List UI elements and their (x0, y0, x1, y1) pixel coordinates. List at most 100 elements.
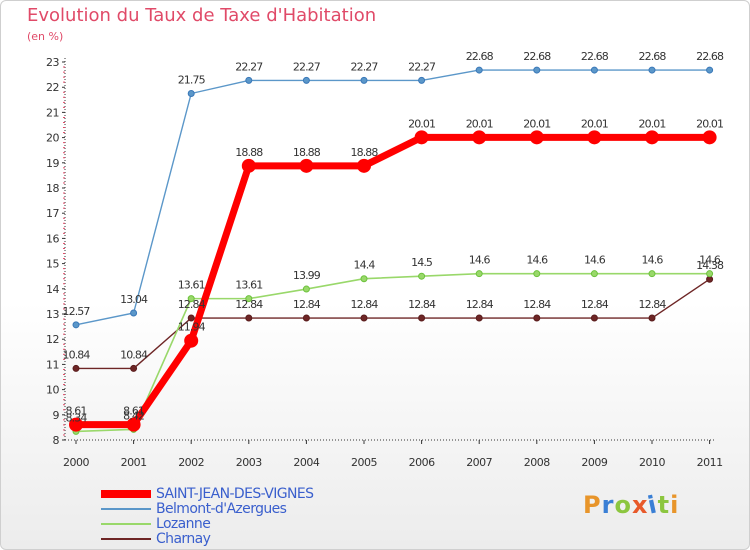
data-point (706, 270, 714, 278)
data-point (418, 76, 426, 84)
legend: SAINT-JEAN-DES-VIGNES Belmont-d'Azergues… (101, 487, 361, 547)
legend-item-0: SAINT-JEAN-DES-VIGNES (101, 487, 361, 502)
data-label: 8.61 (123, 405, 144, 418)
legend-item-1: Belmont-d'Azergues (101, 502, 361, 517)
logo-letter: r (601, 491, 615, 519)
data-point (529, 130, 544, 145)
series-3 (72, 275, 714, 372)
logo-letter: t (657, 491, 671, 519)
x-tick-label: 2003 (236, 456, 262, 469)
y-tick-label: 15 (46, 258, 59, 271)
x-tick-label: 2001 (121, 456, 147, 469)
data-label: 22.68 (523, 50, 551, 63)
x-tick-label: 2011 (697, 456, 723, 469)
data-point (299, 158, 314, 173)
data-point (702, 130, 717, 145)
data-label: 12.57 (63, 305, 91, 318)
data-label: 12.84 (523, 298, 551, 311)
x-tick-label: 2007 (466, 456, 492, 469)
data-label: 22.68 (696, 50, 724, 63)
legend-label-0: SAINT-JEAN-DES-VIGNES (156, 486, 314, 502)
data-label: 8.61 (66, 405, 87, 418)
legend-label-1: Belmont-d'Azergues (156, 501, 287, 517)
data-point (360, 76, 368, 84)
data-point (533, 314, 541, 322)
x-tick-label: 2006 (409, 456, 435, 469)
data-point (187, 314, 195, 322)
legend-item-2: Lozanne (101, 517, 361, 532)
data-point (357, 158, 371, 173)
data-label: 12.84 (351, 298, 379, 311)
legend-label-3: Charnay (156, 531, 211, 547)
legend-swatch-0 (101, 490, 151, 498)
data-label: 22.68 (639, 50, 667, 63)
data-label: 12.84 (408, 298, 436, 311)
y-tick-label: 19 (46, 157, 59, 170)
data-point (302, 285, 310, 293)
proxiti-logo: Proxiti (583, 490, 680, 519)
data-label: 22.68 (581, 50, 609, 63)
logo-letter: x (631, 491, 649, 519)
data-label: 14.6 (526, 254, 548, 267)
y-tick-label: 14 (46, 283, 59, 296)
data-label: 22.68 (466, 50, 494, 63)
data-label: 14.4 (354, 259, 376, 272)
data-label: 20.01 (408, 117, 435, 130)
y-tick-label: 11 (46, 358, 59, 371)
series-1 (72, 66, 714, 329)
data-point (706, 66, 714, 74)
legend-swatch-1 (101, 508, 151, 510)
y-tick-label: 22 (46, 81, 59, 94)
legend-swatch-3 (101, 538, 151, 540)
data-label: 12.84 (639, 298, 667, 311)
data-point (590, 66, 598, 74)
y-tick-label: 12 (46, 333, 59, 346)
data-label: 14.38 (696, 259, 724, 272)
logo-letter: i (670, 491, 680, 519)
data-label: 10.84 (63, 348, 91, 361)
y-tick-label: 23 (46, 56, 59, 69)
legend-item-3: Charnay (101, 532, 361, 547)
data-label: 14.5 (411, 256, 433, 269)
data-point (130, 309, 138, 317)
data-point (187, 90, 195, 97)
data-point (648, 270, 656, 278)
data-label: 13.61 (235, 279, 262, 292)
series-line (75, 69, 711, 326)
data-label: 20.01 (523, 117, 550, 130)
data-point (72, 321, 80, 329)
series-0 (69, 130, 717, 432)
data-label: 20.01 (466, 117, 493, 130)
y-tick-label: 18 (46, 182, 59, 195)
series-2 (72, 270, 714, 435)
data-label: 14.6 (699, 254, 721, 267)
data-point (645, 130, 659, 145)
data-point (184, 333, 199, 348)
unit-label: (en %) (27, 30, 64, 43)
series-line (75, 272, 711, 433)
legend-label-2: Lozanne (156, 516, 211, 532)
data-point (302, 76, 310, 84)
data-point (418, 272, 426, 280)
data-point (130, 364, 138, 372)
x-tick-label: 2009 (581, 456, 607, 469)
series-line (75, 278, 711, 370)
axes: 8 9 10 11 12 13 14 15 16 17 18 19 20 21 22 23 2000 2001 20… (46, 56, 723, 469)
x-tick-label: 2005 (351, 456, 377, 469)
value-labels: 10.84 10.84 12.84 12.84 12.84 12.84 12.84 12.84… (63, 50, 725, 424)
data-label: 10.84 (120, 348, 148, 361)
data-point (475, 314, 483, 322)
data-point (475, 270, 483, 278)
data-label: 14.6 (469, 254, 491, 267)
data-label: 20.01 (581, 117, 608, 130)
data-point (245, 295, 253, 303)
y-tick-label: 8 (53, 434, 60, 447)
data-point (245, 314, 253, 322)
data-point (126, 417, 141, 432)
data-point (69, 417, 83, 432)
y-tick-label: 13 (46, 308, 59, 321)
series-line (72, 133, 714, 429)
data-label: 21.75 (178, 74, 206, 87)
